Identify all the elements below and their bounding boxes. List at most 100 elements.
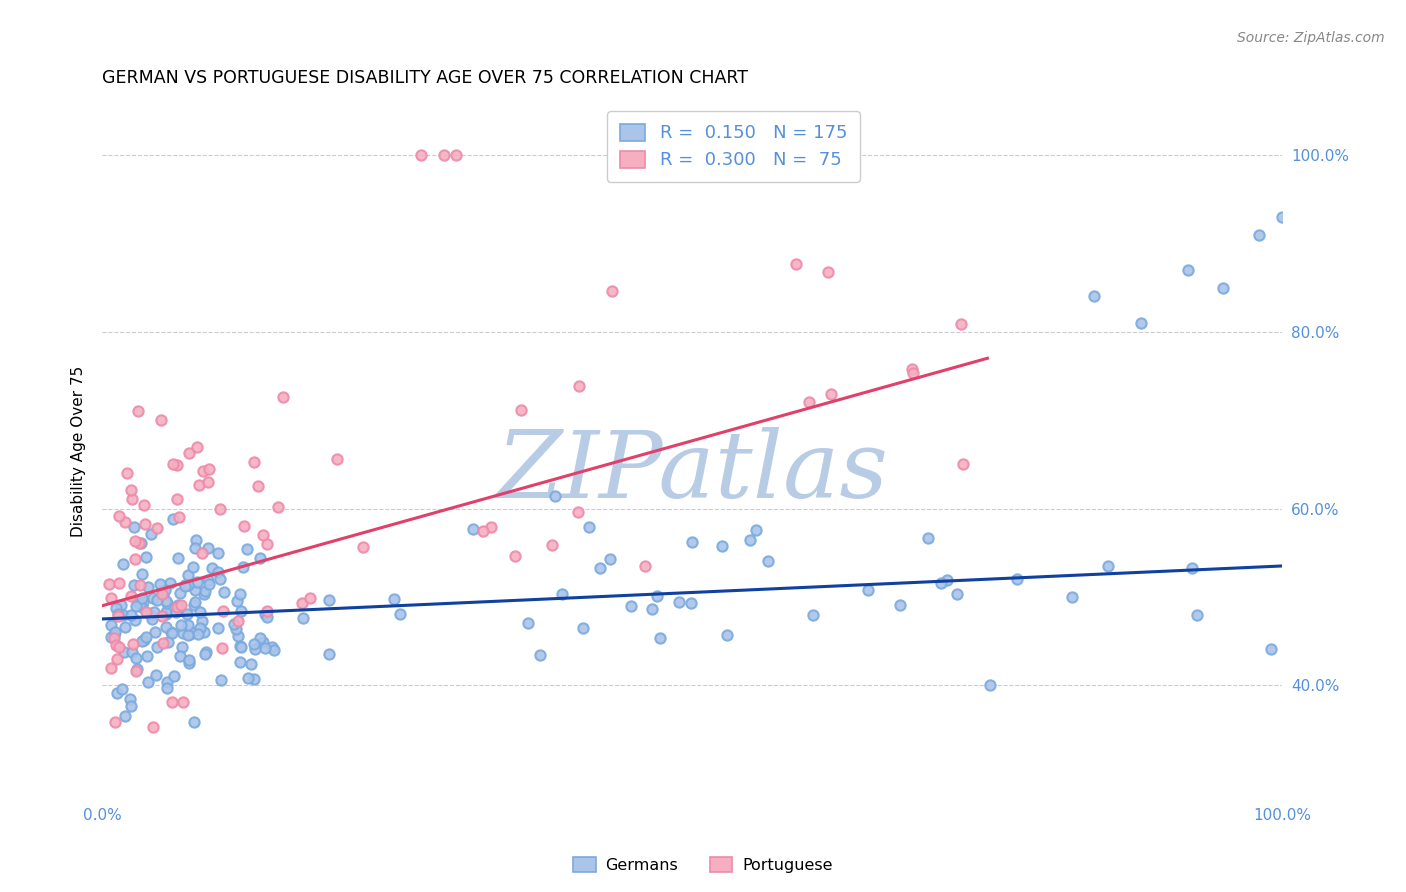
Point [160,695,183,709]
Point [131,599,153,614]
Point [124,552,146,566]
Point [716,628,738,642]
Point [541,538,564,552]
Point [143,624,166,639]
Point [409,148,432,162]
Point [97,576,120,591]
Point [273,390,295,404]
Point [108,640,131,654]
Point [120,483,142,498]
Point [172,695,194,709]
Point [120,698,142,713]
Point [229,655,252,669]
Point [226,614,249,628]
Point [229,587,252,601]
Point [214,585,236,599]
Point [108,576,131,591]
Point [166,458,188,473]
Point [529,648,551,663]
Point [118,691,141,706]
Point [125,599,148,614]
Point [1129,316,1152,330]
Point [155,607,177,622]
Point [668,595,690,609]
Point [155,620,177,634]
Point [107,607,129,621]
Point [134,633,156,648]
Point [461,522,484,536]
Point [1185,607,1208,622]
Point [135,605,157,619]
Point [174,578,197,592]
Point [180,624,202,639]
Point [183,599,205,613]
Point [181,560,204,574]
Point [111,608,134,623]
Point [326,452,349,467]
Point [163,668,186,682]
Point [785,257,807,271]
Point [225,623,247,637]
Point [645,589,668,603]
Point [167,509,190,524]
Point [243,455,266,469]
Point [155,605,177,619]
Point [169,598,191,612]
Point [172,640,194,654]
Point [252,528,274,542]
Point [243,637,266,651]
Point [152,635,174,649]
Point [198,461,221,475]
Point [139,607,162,622]
Point [128,536,150,550]
Point [108,508,131,523]
Point [856,583,879,598]
Point [236,542,259,557]
Point [117,466,139,480]
Point [194,645,217,659]
Point [201,560,224,574]
Point [254,607,277,621]
Legend: Germans, Portuguese: Germans, Portuguese [567,851,839,880]
Point [799,395,821,409]
Point [124,534,146,549]
Point [145,668,167,682]
Point [120,607,142,622]
Point [209,501,232,516]
Point [124,613,146,627]
Point [197,475,219,489]
Point [551,587,574,601]
Point [169,586,191,600]
Point [146,521,169,535]
Point [107,609,129,624]
Point [197,573,219,587]
Point [183,715,205,730]
Point [567,505,589,519]
Point [114,620,136,634]
Point [588,561,610,575]
Point [156,675,179,690]
Point [155,594,177,608]
Point [105,601,128,615]
Point [176,607,198,622]
Point [143,605,166,619]
Point [145,593,167,607]
Point [159,575,181,590]
Point [191,614,214,628]
Point [318,593,340,607]
Point [160,625,183,640]
Point [193,464,215,478]
Point [177,628,200,642]
Point [232,560,254,574]
Point [186,574,208,589]
Point [152,588,174,602]
Point [167,599,190,613]
Point [114,515,136,529]
Point [131,535,153,549]
Point [247,479,270,493]
Point [153,583,176,598]
Point [104,624,127,639]
Point [240,657,263,671]
Point [165,605,187,619]
Point [177,446,200,460]
